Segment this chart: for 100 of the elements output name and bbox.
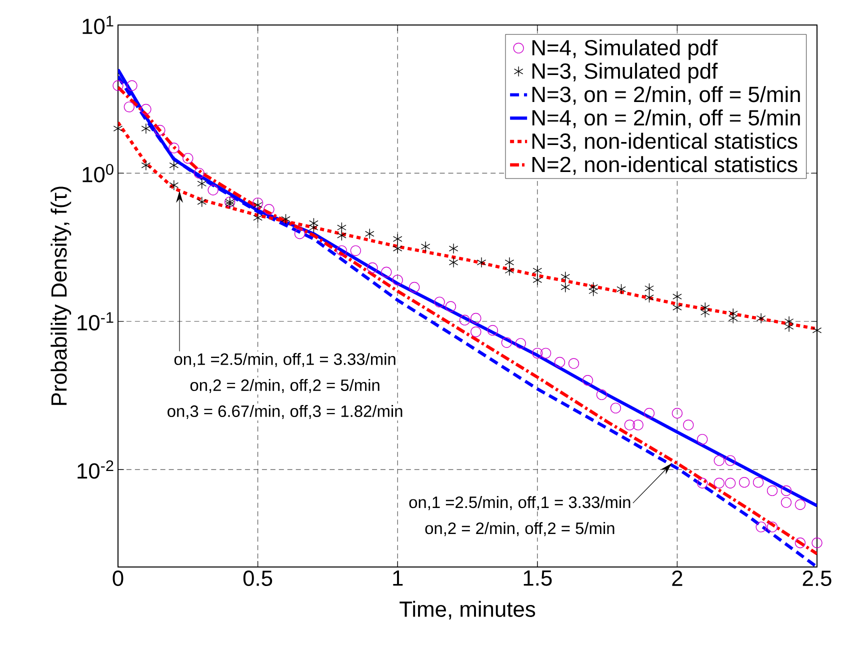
point: [794, 499, 806, 510]
legend-label: N=3, Simulated pdf: [532, 62, 718, 84]
point: [392, 274, 403, 286]
point: [182, 152, 194, 164]
point: [392, 234, 402, 244]
point: [169, 180, 179, 191]
point: [140, 104, 152, 115]
point: [756, 312, 766, 324]
x-tick-label: 0.5: [243, 570, 272, 586]
y-tick-label: 10$^{-1}$: [78, 312, 114, 331]
point: [725, 455, 736, 466]
point: [644, 292, 654, 303]
point: [367, 262, 378, 274]
point: [780, 497, 792, 508]
point: [725, 478, 736, 488]
annotation: on,2 = 2/min, off,2 = 5/min: [190, 378, 380, 393]
point: [208, 184, 218, 196]
point: [588, 282, 598, 293]
point: [644, 283, 654, 294]
point: [459, 314, 470, 326]
point: [683, 420, 694, 430]
point: [364, 228, 374, 240]
point: [392, 243, 402, 254]
point: [281, 214, 290, 224]
x-tick-label: 2: [672, 570, 682, 586]
point: [714, 455, 724, 466]
annotation: on,1 =2.5/min, off,1 = 3.33/min: [409, 496, 630, 510]
legend-label: N=4, Simulated pdf: [532, 39, 718, 60]
point: [448, 243, 458, 254]
annotation: on,2 = 2/min, off,2 = 5/min: [425, 522, 614, 536]
point: [337, 222, 346, 233]
point: [141, 123, 151, 134]
x-tick-label: 1.5: [524, 570, 552, 586]
point: [780, 485, 792, 496]
point: [532, 348, 543, 359]
point: [112, 80, 124, 91]
y-axis-title: Probability Density, f(τ): [50, 186, 72, 405]
x-tick-label: 2.5: [802, 570, 832, 586]
point: [294, 228, 306, 240]
legend-label: N=3, non-identical statistics: [532, 132, 798, 152]
legend-label: N=2, non-identical statistics: [532, 156, 798, 175]
point: [197, 196, 207, 208]
point: [309, 218, 318, 228]
point: [336, 245, 348, 256]
point: [476, 257, 486, 268]
x-axis-title: Time, minutes: [400, 600, 536, 620]
point: [501, 337, 512, 348]
point: [337, 230, 346, 241]
point: [766, 485, 778, 496]
point: [728, 308, 738, 319]
point: [714, 478, 724, 488]
point: [632, 420, 644, 430]
point: [644, 408, 655, 419]
y-tick-label: 10$^{-2}$: [78, 460, 114, 479]
point: [504, 257, 514, 268]
point: [487, 325, 498, 336]
point: [784, 321, 794, 332]
point: [532, 265, 542, 276]
point: [124, 102, 135, 112]
point: [812, 538, 822, 548]
point: [624, 420, 636, 430]
point: [540, 348, 552, 359]
point: [381, 266, 392, 278]
point: [434, 296, 445, 308]
point: [197, 178, 207, 189]
point: [126, 80, 138, 91]
point: [532, 274, 542, 286]
point: [616, 284, 626, 294]
point: [264, 204, 274, 215]
y-tick-label: 10$^{0}$: [82, 164, 114, 182]
point: [504, 265, 514, 276]
point: [470, 312, 482, 324]
x-tick-label: 0: [112, 570, 124, 586]
point: [154, 124, 166, 136]
point: [169, 160, 179, 171]
point: [588, 286, 598, 296]
point: [672, 302, 682, 313]
annotation: on,1 =2.5/min, off,1 = 3.33/min: [174, 352, 396, 367]
point: [700, 302, 710, 313]
point: [448, 257, 458, 268]
point: [784, 316, 794, 327]
point: [610, 402, 622, 414]
point: [766, 522, 778, 532]
point: [420, 241, 430, 252]
point: [752, 477, 764, 488]
point: [697, 434, 708, 445]
y-tick-label: 10$^{1}$: [82, 16, 114, 34]
point: [515, 338, 526, 349]
point: [560, 282, 570, 293]
point: [141, 160, 151, 171]
point: [582, 375, 594, 386]
point: [728, 312, 738, 324]
point: [554, 356, 566, 368]
annotation: on,3 = 6.67/min, off,3 = 1.82/min: [168, 404, 402, 420]
x-tick-label: 1: [393, 570, 403, 586]
point: [568, 358, 580, 369]
point: [194, 168, 204, 179]
point: [596, 389, 608, 400]
point: [672, 291, 682, 302]
point: [560, 271, 570, 282]
